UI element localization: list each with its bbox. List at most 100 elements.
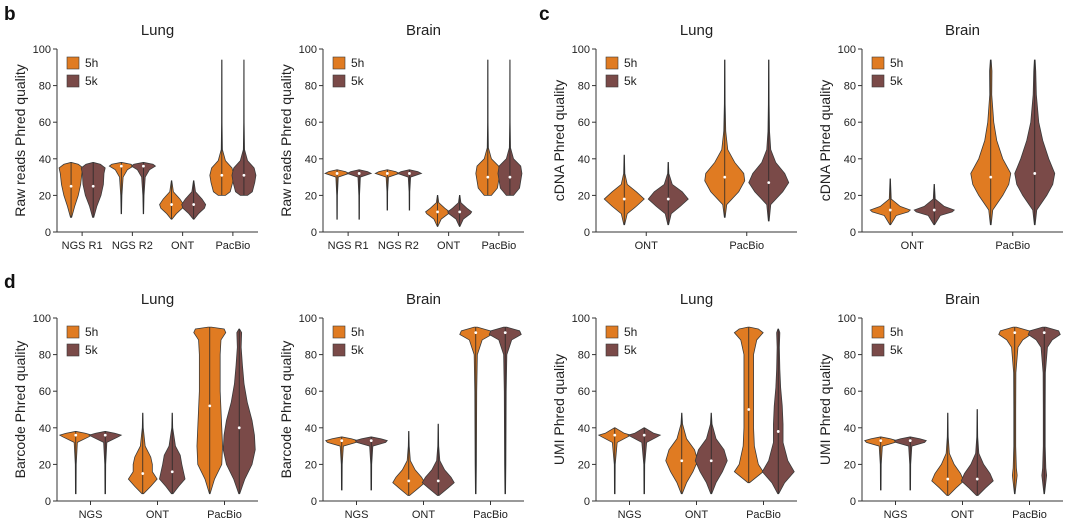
x-tick-label-ont: ONT [437, 240, 461, 252]
y-tick-label: 60 [39, 117, 51, 129]
legend-swatch-5h [605, 325, 619, 339]
violin-median-5k-pacbio [503, 331, 507, 335]
x-tick-label-ngs: NGS [79, 509, 103, 518]
legend-label-5k: 5k [85, 74, 99, 88]
violin-median-5h-pacbio [486, 175, 490, 179]
legend-swatch-5k [66, 343, 80, 357]
legend-label-5k: 5k [624, 343, 638, 357]
violin-median-5k-pacbio [508, 175, 512, 179]
legend-swatch-5h [605, 56, 619, 70]
y-tick-label: 100 [33, 44, 51, 56]
y-tick-label: 20 [578, 459, 590, 471]
violin-median-5k-pacbio [767, 181, 771, 184]
chart-barcode-brain: Brain Barcode Phred quality 0 20 40 60 80 100 NG… [278, 291, 524, 518]
y-tick-label: 60 [844, 386, 856, 398]
y-tick-label: 60 [578, 117, 590, 129]
violin-median-5h-ngs [340, 439, 344, 443]
legend-label-5h: 5h [624, 56, 637, 70]
legend-swatch-5k [332, 74, 346, 88]
y-tick-label: 100 [299, 313, 317, 325]
y-axis-label: UMI Phred quality [551, 354, 567, 465]
violin-median-5k-pacbio [242, 173, 246, 177]
x-tick-label-ngs: NGS [884, 509, 908, 518]
violin-median-5h-ngs [613, 433, 617, 437]
violin-median-5k-pacbio [776, 430, 780, 433]
violin-median-5k-ont [192, 203, 196, 206]
x-tick-label-pacbio: PacBio [729, 240, 764, 252]
legend-label-5k: 5k [890, 74, 904, 88]
violin-median-5k-pacbio [1033, 172, 1037, 175]
violin-median-5k-ont [709, 459, 713, 463]
violin-median-5k-ont [932, 208, 936, 212]
violin-median-5k-ont [170, 470, 174, 474]
violin-median-5h-ont [170, 203, 173, 206]
legend-swatch-5k [66, 74, 80, 88]
y-tick-label: 60 [578, 386, 590, 398]
violin-median-5k-ngs-r2 [142, 164, 145, 168]
violin-median-5k-pacbio [1042, 331, 1046, 335]
legend-label-5k: 5k [624, 74, 638, 88]
violin-median-5h-pacbio [723, 175, 727, 179]
violin-median-5k-ngs-r2 [408, 172, 411, 175]
violin-median-5k-ont [458, 210, 462, 214]
x-tick-label-ont: ONT [685, 509, 709, 518]
x-tick-label-pacbio: PacBio [207, 509, 242, 518]
violin-median-5h-pacbio [474, 331, 478, 335]
violin-median-5h-ont [141, 472, 145, 475]
y-tick-label: 80 [305, 350, 317, 362]
y-tick-label: 40 [578, 423, 590, 435]
y-tick-label: 0 [584, 227, 590, 239]
violin-median-5h-pacbio [1013, 331, 1017, 335]
chart-umi-brain: Brain UMI Phred quality 0 20 40 60 80 100 NGS ONT… [817, 291, 1063, 518]
y-axis-label: Raw reads Phred quality [278, 64, 294, 217]
legend-label-5h: 5h [351, 56, 364, 70]
y-tick-label: 0 [584, 496, 590, 508]
legend-swatch-5h [871, 56, 885, 70]
legend-swatch-5k [332, 343, 346, 357]
chart-raw-reads-lung: Lung Raw reads Phred quality 0 20 40 60 80 100 N… [12, 22, 258, 252]
violin-median-5k-ont [975, 477, 979, 481]
chart-title: Lung [680, 291, 713, 308]
chart-title: Brain [406, 22, 441, 39]
y-tick-label: 40 [578, 154, 590, 166]
y-tick-label: 0 [311, 496, 317, 508]
y-tick-label: 80 [305, 81, 317, 93]
chart-umi-lung: Lung UMI Phred quality 0 20 40 60 80 100 NGS ONT P… [551, 291, 797, 518]
y-tick-label: 0 [850, 227, 856, 239]
chart-cdna-lung: Lung cDNA Phred quality 0 20 40 60 80 100 ONT Pac… [551, 22, 797, 252]
x-tick-label-ngs-r1: NGS R1 [62, 240, 103, 252]
violin-median-5h-ngs-r1 [69, 184, 73, 188]
chart-title: Brain [945, 22, 980, 39]
x-tick-label-pacbio: PacBio [473, 509, 508, 518]
y-tick-label: 40 [305, 423, 317, 435]
y-tick-label: 20 [844, 190, 856, 202]
legend-swatch-5h [871, 325, 885, 339]
y-tick-label: 80 [578, 81, 590, 93]
y-tick-label: 20 [578, 190, 590, 202]
chart-title: Brain [406, 291, 441, 308]
x-tick-label-pacbio: PacBio [215, 240, 250, 252]
y-tick-label: 60 [39, 386, 51, 398]
y-tick-label: 60 [305, 386, 317, 398]
violin-median-5k-ont [436, 479, 440, 483]
y-tick-label: 20 [305, 459, 317, 471]
legend-label-5h: 5h [890, 325, 903, 339]
y-tick-label: 20 [39, 459, 51, 471]
violin-median-5h-pacbio [989, 175, 993, 179]
y-tick-label: 0 [311, 227, 317, 239]
violin-median-5h-ngs [74, 433, 78, 437]
y-tick-label: 40 [844, 154, 856, 166]
violin-median-5h-pacbio [220, 173, 224, 177]
y-axis-label: cDNA Phred quality [551, 80, 567, 201]
chart-cdna-brain: Brain cDNA Phred quality 0 20 40 60 80 100 ONT Pa… [817, 22, 1063, 252]
x-tick-label-ngs-r1: NGS R1 [328, 240, 369, 252]
violin-median-5h-ont [888, 208, 892, 212]
x-tick-label-pacbio: PacBio [1012, 509, 1047, 518]
x-tick-label-ont: ONT [412, 509, 436, 518]
x-tick-label-ont: ONT [901, 240, 925, 252]
violin-median-5h-ont [622, 197, 626, 201]
panel-label-c: c [539, 4, 550, 25]
legend-swatch-5k [871, 74, 885, 88]
legend-label-5k: 5k [890, 343, 904, 357]
